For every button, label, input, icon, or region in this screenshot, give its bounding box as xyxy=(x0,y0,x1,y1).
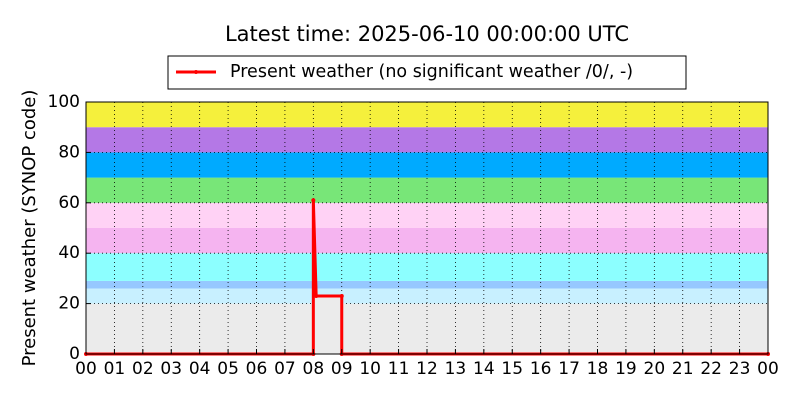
y-tick-label: 20 xyxy=(58,294,80,314)
x-tick-label: 02 xyxy=(132,359,154,379)
y-tick-label: 0 xyxy=(69,344,80,364)
y-axis-label: Present weather (SYNOP code) xyxy=(19,90,40,367)
data-point xyxy=(314,294,319,299)
x-tick-label: 05 xyxy=(217,359,239,379)
x-tick-label: 04 xyxy=(189,359,211,379)
legend-marker xyxy=(194,70,198,74)
background-band xyxy=(86,152,768,178)
x-tick-label: 12 xyxy=(416,359,438,379)
x-tick-label: 15 xyxy=(501,359,523,379)
x-tick-label: 00 xyxy=(75,359,97,379)
x-tick-label: 16 xyxy=(530,359,552,379)
x-tick-label: 23 xyxy=(729,359,751,379)
x-tick-label: 21 xyxy=(672,359,694,379)
x-tick-label: 18 xyxy=(587,359,609,379)
background-band xyxy=(86,127,768,153)
legend-box xyxy=(167,55,687,90)
x-tick-label: 07 xyxy=(274,359,296,379)
x-tick-label: 09 xyxy=(331,359,353,379)
data-point xyxy=(311,198,316,203)
x-tick-label: 10 xyxy=(359,359,381,379)
x-tick-label: 11 xyxy=(388,359,410,379)
x-tick-label: 08 xyxy=(303,359,325,379)
x-tick-label: 01 xyxy=(104,359,126,379)
data-point xyxy=(339,294,344,299)
box xyxy=(312,295,343,355)
background-band xyxy=(86,280,768,289)
x-tick-label: 03 xyxy=(160,359,182,379)
y-tick-label: 80 xyxy=(58,142,80,162)
legend-label: Present weather (no significant weather … xyxy=(230,62,633,82)
y-tick-label: 60 xyxy=(58,193,80,213)
x-tick-label: 17 xyxy=(558,359,580,379)
background-band xyxy=(86,288,768,304)
x-tick-label: 20 xyxy=(644,359,666,379)
x-tick-label: 06 xyxy=(246,359,268,379)
background-band xyxy=(86,253,768,281)
x-tick-label: 14 xyxy=(473,359,495,379)
x-tick-label: 13 xyxy=(445,359,467,379)
chart-title: Latest time: 2025-06-10 00:00:00 UTC xyxy=(225,22,629,46)
x-tick-label: 22 xyxy=(700,359,722,379)
x-tick-label: 00 xyxy=(757,359,779,379)
y-tick-label: 40 xyxy=(58,243,80,263)
background-band xyxy=(86,228,768,254)
background-band xyxy=(86,303,768,354)
y-tick-label: 100 xyxy=(48,92,80,112)
x-tick-label: 19 xyxy=(615,359,637,379)
